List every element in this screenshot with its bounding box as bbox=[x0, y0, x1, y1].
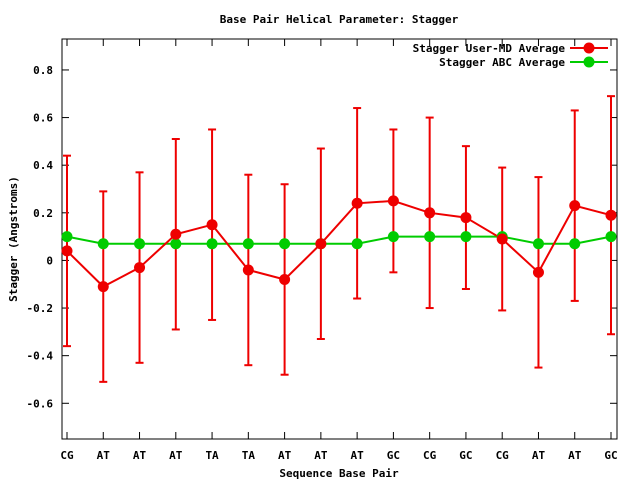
legend-entry-abc: Stagger ABC Average bbox=[439, 56, 608, 69]
y-axis: -0.6 -0.4 -0.2 0 0.2 0.4 0.6 0.8 bbox=[27, 64, 617, 410]
data-point-user-md bbox=[351, 197, 363, 209]
data-point-user-md bbox=[279, 273, 291, 285]
y-axis-label: Stagger (Angstroms) bbox=[7, 176, 20, 302]
series-line-abc bbox=[66, 235, 612, 245]
x-tick-label: AT bbox=[351, 449, 365, 462]
x-tick-label: AT bbox=[169, 449, 183, 462]
data-point-abc bbox=[170, 238, 182, 250]
legend-label-abc: Stagger ABC Average bbox=[439, 56, 565, 69]
series-layer bbox=[61, 95, 617, 383]
data-point-abc bbox=[134, 238, 146, 250]
legend-marker-user-md bbox=[583, 42, 595, 54]
data-point-user-md bbox=[315, 238, 327, 250]
x-tick-label: GC bbox=[604, 449, 617, 462]
data-point-abc bbox=[532, 238, 544, 250]
x-tick-label: TA bbox=[205, 449, 219, 462]
data-point-abc bbox=[97, 238, 109, 250]
legend: Stagger User-MD Average Stagger ABC Aver… bbox=[413, 42, 608, 69]
x-tick-label: AT bbox=[532, 449, 546, 462]
x-tick-label: CG bbox=[496, 449, 510, 462]
y-tick-label: -0.4 bbox=[27, 350, 54, 363]
y-tick-label: 0.2 bbox=[33, 207, 53, 220]
data-point-abc bbox=[242, 238, 254, 250]
y-tick-label: 0.4 bbox=[33, 159, 53, 172]
data-point-abc bbox=[605, 231, 617, 243]
x-tick-label: TA bbox=[242, 449, 256, 462]
x-tick-label: AT bbox=[97, 449, 111, 462]
data-point-user-md bbox=[605, 209, 617, 221]
x-tick-label: CG bbox=[423, 449, 437, 462]
data-point-user-md bbox=[460, 212, 472, 224]
data-point-user-md bbox=[134, 262, 146, 274]
data-point-user-md bbox=[424, 207, 436, 219]
data-point-user-md bbox=[496, 233, 508, 245]
data-point-user-md bbox=[387, 195, 399, 207]
x-tick-label: CG bbox=[60, 449, 74, 462]
legend-marker-abc bbox=[583, 56, 595, 68]
x-tick-label: GC bbox=[387, 449, 400, 462]
y-tick-label: -0.2 bbox=[27, 302, 54, 315]
x-axis-label: Sequence Base Pair bbox=[279, 467, 399, 480]
legend-entry-user-md: Stagger User-MD Average bbox=[413, 42, 608, 55]
data-point-user-md bbox=[61, 245, 73, 257]
y-tick-label: 0.8 bbox=[33, 64, 53, 77]
data-point-user-md bbox=[97, 281, 109, 293]
x-tick-label: AT bbox=[133, 449, 147, 462]
data-point-abc bbox=[424, 231, 436, 243]
series-line-user-md bbox=[66, 199, 612, 288]
data-point-abc bbox=[387, 231, 399, 243]
data-point-abc bbox=[569, 238, 581, 250]
data-point-user-md bbox=[532, 266, 544, 278]
y-tick-label: -0.6 bbox=[27, 397, 54, 410]
x-tick-label: AT bbox=[314, 449, 328, 462]
data-point-user-md bbox=[569, 200, 581, 212]
x-tick-label: AT bbox=[568, 449, 582, 462]
data-point-abc bbox=[279, 238, 291, 250]
x-axis: CG AT AT AT TA TA AT AT AT GC CG GC CG AT AT GC bbox=[60, 39, 618, 462]
plot-frame bbox=[61, 38, 618, 440]
data-point-abc bbox=[351, 238, 363, 250]
data-point-abc bbox=[61, 231, 73, 243]
data-point-user-md bbox=[242, 264, 254, 276]
x-tick-label: AT bbox=[278, 449, 292, 462]
data-point-abc bbox=[460, 231, 472, 243]
x-tick-label: GC bbox=[459, 449, 472, 462]
legend-label-user-md: Stagger User-MD Average bbox=[413, 42, 566, 55]
data-point-abc bbox=[206, 238, 218, 250]
data-point-user-md bbox=[206, 219, 218, 231]
y-tick-label: 0.6 bbox=[33, 112, 53, 125]
chart-title: Base Pair Helical Parameter: Stagger bbox=[220, 13, 459, 26]
y-tick-label: 0 bbox=[46, 254, 53, 267]
data-point-user-md bbox=[170, 228, 182, 240]
